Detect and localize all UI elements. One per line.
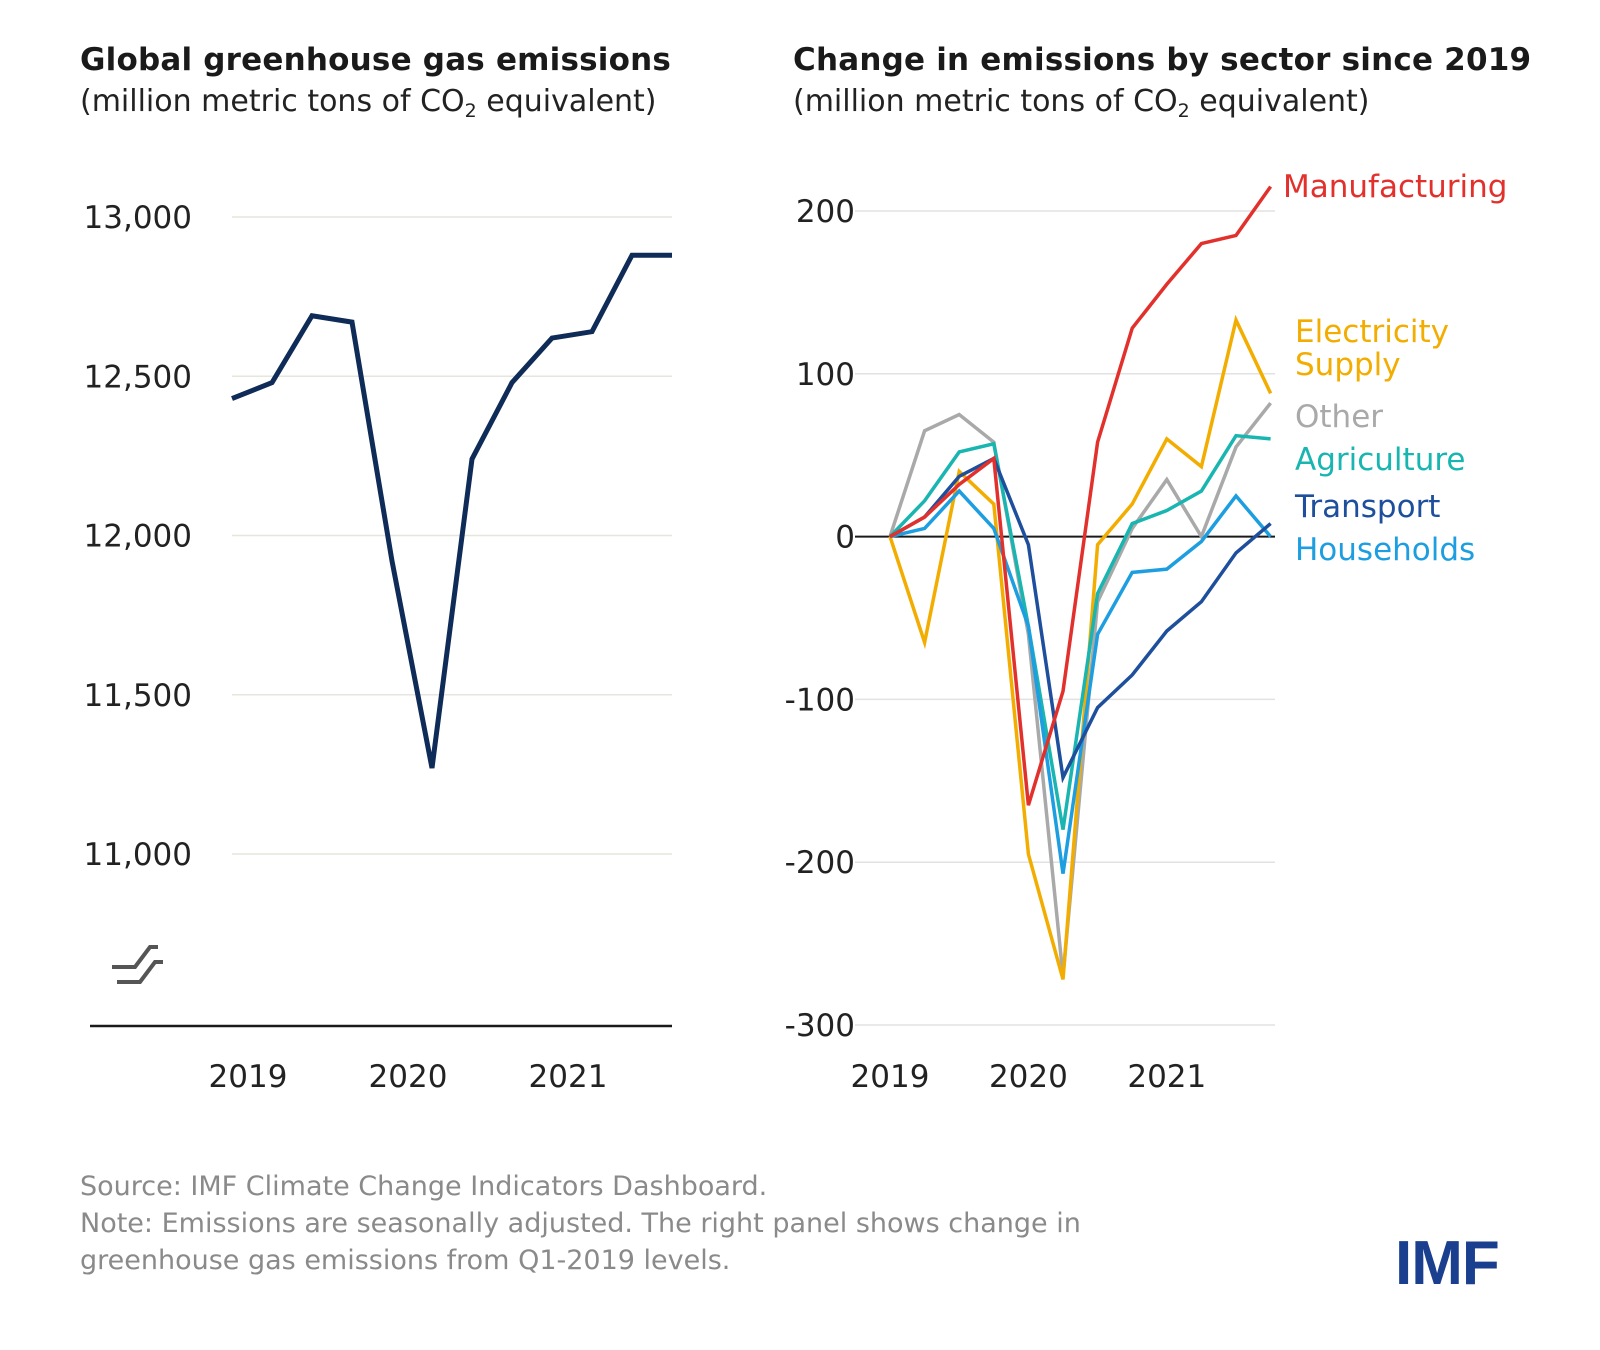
left-chart-title: Global greenhouse gas emissions (80, 42, 672, 78)
left-y-tick-label: 13,000 (84, 200, 192, 236)
left-y-tick-label: 12,500 (84, 359, 192, 395)
legend-manufacturing: Manufacturing (1283, 169, 1507, 205)
footer-notes: Source: IMF Climate Change Indicators Da… (80, 1168, 1081, 1279)
right-y-tick-label: -100 (785, 682, 855, 718)
right-x-tick-label: 2021 (1127, 1059, 1206, 1095)
right-y-tick-label: 100 (796, 357, 855, 393)
left-x-tick-label: 2019 (209, 1059, 288, 1095)
right-y-tick-label: -300 (785, 1008, 855, 1044)
note-line-2: greenhouse gas emissions from Q1-2019 le… (80, 1245, 731, 1276)
right-subtitle-pre: (million metric tons of CO (793, 84, 1178, 119)
left-y-tick-label: 11,500 (84, 678, 192, 714)
agriculture-line (888, 433, 1271, 830)
source-note: Source: IMF Climate Change Indicators Da… (80, 1171, 768, 1202)
left-y-tick-label: 12,000 (84, 519, 192, 555)
right-y-tick-label: 0 (835, 520, 855, 556)
right-chart-title: Change in emissions by sector since 2019 (793, 42, 1532, 78)
charts-canvas: 13,000 12,500 12,000 11,500 11,000 2019 2020 20… (84, 169, 1508, 1095)
households-line (889, 488, 1272, 874)
legend-transport: Transport (1294, 489, 1440, 525)
note-line-1: Note: Emissions are seasonally adjusted.… (80, 1208, 1081, 1239)
left-x-tick-label: 2020 (369, 1059, 448, 1095)
manufacturing-line (889, 185, 1273, 806)
legend-agriculture: Agriculture (1295, 442, 1466, 478)
left-chart-subtitle: (million metric tons of CO2 equivalent) (80, 84, 657, 122)
right-chart-subtitle: (million metric tons of CO2 equivalent) (793, 84, 1370, 122)
right-subtitle-post: equivalent) (1189, 84, 1370, 119)
other-line (888, 402, 1272, 977)
axis-break-icon (112, 945, 158, 969)
right-subtitle-subscript: 2 (1177, 100, 1190, 122)
left-subtitle-subscript: 2 (464, 100, 477, 122)
left-subtitle-pre: (million metric tons of CO (80, 84, 465, 119)
imf-logo: IMF (1395, 1229, 1500, 1298)
right-y-tick-label: 200 (796, 194, 855, 230)
left-subtitle-post: equivalent) (476, 84, 657, 119)
emissions-line (231, 252, 672, 769)
axis-break-icon (117, 960, 163, 984)
left-x-tick-label: 2021 (529, 1059, 608, 1095)
transport-line (889, 456, 1272, 784)
right-y-tick-label: -200 (785, 845, 855, 881)
legend-households: Households (1295, 532, 1475, 568)
legend-other: Other (1295, 399, 1383, 435)
right-x-tick-label: 2019 (851, 1059, 930, 1095)
right-x-tick-label: 2020 (989, 1059, 1068, 1095)
left-y-tick-label: 11,000 (84, 837, 192, 873)
legend-electricity-supply: Supply (1295, 347, 1401, 383)
legend-electricity-supply: Electricity (1295, 314, 1449, 350)
